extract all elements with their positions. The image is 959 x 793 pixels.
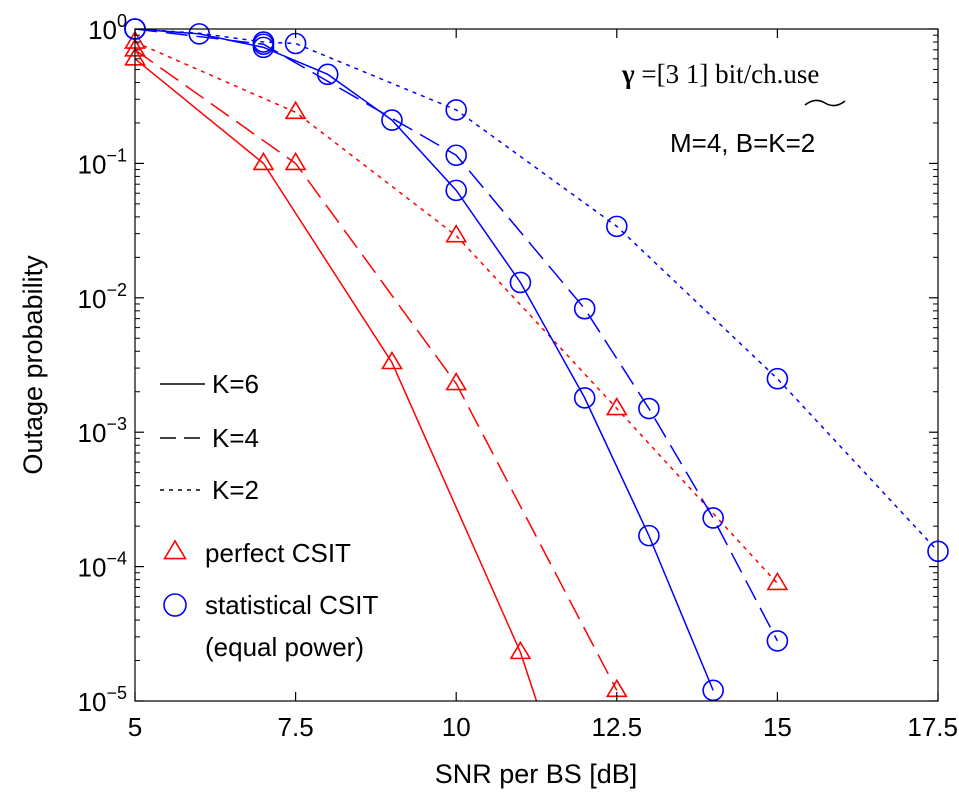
data-point-statistical-k6-5 [445, 179, 468, 202]
data-point-statistical-k6-6 [509, 271, 532, 294]
x-tick-label-3: 12.5 [591, 712, 642, 742]
y-tick-label-3: 10−3 [78, 414, 127, 448]
plot-background [135, 29, 938, 701]
legend-label-statistical-csit: statistical CSIT [205, 590, 378, 620]
x-tick-label-2: 10 [442, 712, 471, 742]
data-point-statistical-k2-6 [766, 367, 789, 390]
data-point-statistical-k6-4 [381, 109, 403, 131]
y-tick-label-4: 10−4 [78, 549, 127, 583]
data-point-perfect-k2-3 [605, 396, 628, 416]
series-line-perfect-k6 [135, 58, 538, 701]
y-tick-label-5: 10−5 [78, 683, 127, 717]
data-point-perfect-k2-1 [284, 100, 307, 120]
data-point-statistical-k4-5 [702, 507, 724, 529]
y-tick-label-2: 10−2 [78, 280, 127, 314]
tick-labels: 5 7.5 10 12.5 15 17.5 100 10−1 10−2 10−3 10−4 10−5 [78, 11, 958, 742]
x-tick-label-0: 5 [128, 712, 142, 742]
gamma-text: =[3 1] bit/ch.use [635, 59, 820, 89]
data-point-perfect-k4-2 [445, 372, 468, 391]
legend-label-k4: K=4 [212, 423, 259, 453]
data-point-statistical-k2-2 [252, 31, 275, 53]
series-line-perfect-k4 [135, 49, 618, 691]
data-point-perfect-k2-4 [766, 571, 789, 591]
x-tick-label-5: 17.5 [907, 712, 958, 742]
config-annotation: M=4, B=K=2 [670, 99, 846, 158]
data-point-statistical-k2-5 [605, 215, 628, 238]
data-point-statistical-k4-2 [445, 144, 468, 167]
data-point-statistical-k4-3 [573, 297, 596, 320]
y-tick-label-0: 100 [88, 11, 127, 45]
data-point-statistical-k6-9 [702, 679, 724, 702]
x-tick-label-4: 15 [763, 712, 792, 742]
gamma-symbol: γ [621, 59, 635, 89]
data-point-perfect-k6-1 [252, 151, 275, 171]
gamma-annotation: γ =[3 1] bit/ch.use [621, 59, 819, 89]
legend: K=6 K=4 K=2 perfect CSIT statistical CSIT (eq… [160, 369, 378, 662]
x-tick-label-1: 7.5 [278, 712, 314, 742]
legend-marker-circle [163, 593, 187, 617]
data-point-statistical-k4-6 [766, 630, 789, 652]
axes-layer [134, 28, 939, 702]
data-point-statistical-k4-4 [638, 397, 660, 420]
data-point-statistical-k6-3 [316, 63, 339, 86]
config-text: M=4, B=K=2 [670, 128, 815, 158]
legend-label-k2: K=2 [212, 475, 259, 505]
data-point-statistical-k6-1 [188, 23, 211, 45]
data-point-perfect-k4-1 [284, 151, 307, 171]
legend-label-equal-power: (equal power) [205, 632, 364, 662]
tilde-mark [804, 99, 846, 107]
plot-frame [134, 28, 939, 702]
data-point-perfect-k6-2 [381, 350, 403, 370]
y-axis-label: Outage probability [18, 255, 48, 475]
series-line-statistical-k4 [135, 29, 779, 642]
svg-text:γ =[3 1] bit/ch.use: γ =[3 1] bit/ch.use [621, 59, 819, 89]
data-point-statistical-k2-4 [445, 99, 468, 121]
y-tick-label-1: 10−1 [78, 145, 127, 179]
legend-label-perfect-csit: perfect CSIT [205, 538, 351, 568]
data-point-statistical-k6-8 [638, 524, 660, 547]
data-point-statistical-k6-7 [573, 387, 596, 409]
x-axis-label: SNR per BS [dB] [435, 759, 638, 789]
legend-label-k6: K=6 [212, 369, 259, 399]
data-point-perfect-k6-3 [509, 640, 532, 660]
data-point-perfect-k2-2 [445, 224, 468, 243]
legend-marker-triangle [163, 539, 187, 560]
